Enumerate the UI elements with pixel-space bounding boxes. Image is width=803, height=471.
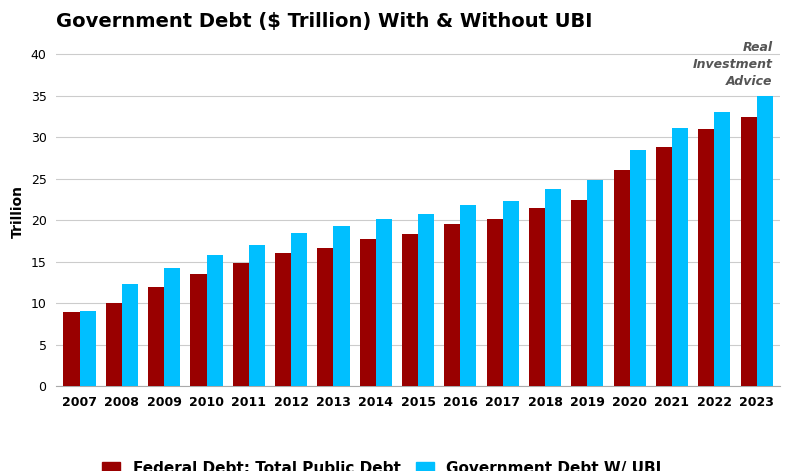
- Bar: [79, 311, 96, 386]
- Bar: [713, 113, 729, 386]
- Bar: [486, 219, 502, 386]
- Bar: [206, 255, 222, 386]
- Bar: [528, 208, 544, 386]
- Bar: [756, 96, 772, 386]
- Bar: [697, 129, 713, 386]
- Text: Real
Investment
Advice: Real Investment Advice: [691, 41, 772, 88]
- Bar: [164, 268, 180, 386]
- Bar: [232, 263, 248, 386]
- Bar: [613, 170, 629, 386]
- Legend: Federal Debt: Total Public Debt, Government Debt W/ UBI: Federal Debt: Total Public Debt, Governm…: [102, 461, 661, 471]
- Bar: [291, 233, 307, 386]
- Bar: [655, 147, 671, 386]
- Bar: [544, 189, 560, 386]
- Bar: [375, 219, 391, 386]
- Bar: [359, 238, 375, 386]
- Bar: [106, 303, 122, 386]
- Bar: [460, 205, 476, 386]
- Bar: [502, 201, 518, 386]
- Text: Government Debt ($ Trillion) With & Without UBI: Government Debt ($ Trillion) With & With…: [56, 12, 592, 31]
- Bar: [248, 245, 264, 386]
- Bar: [571, 200, 587, 386]
- Bar: [402, 234, 418, 386]
- Bar: [629, 150, 645, 386]
- Bar: [148, 287, 164, 386]
- Bar: [333, 226, 349, 386]
- Bar: [587, 180, 603, 386]
- Bar: [63, 311, 79, 386]
- Bar: [190, 274, 206, 386]
- Bar: [740, 116, 756, 386]
- Bar: [418, 214, 434, 386]
- Bar: [122, 284, 138, 386]
- Bar: [275, 252, 291, 386]
- Bar: [317, 248, 333, 386]
- Bar: [444, 224, 460, 386]
- Bar: [671, 128, 687, 386]
- Y-axis label: Trillion: Trillion: [11, 186, 25, 238]
